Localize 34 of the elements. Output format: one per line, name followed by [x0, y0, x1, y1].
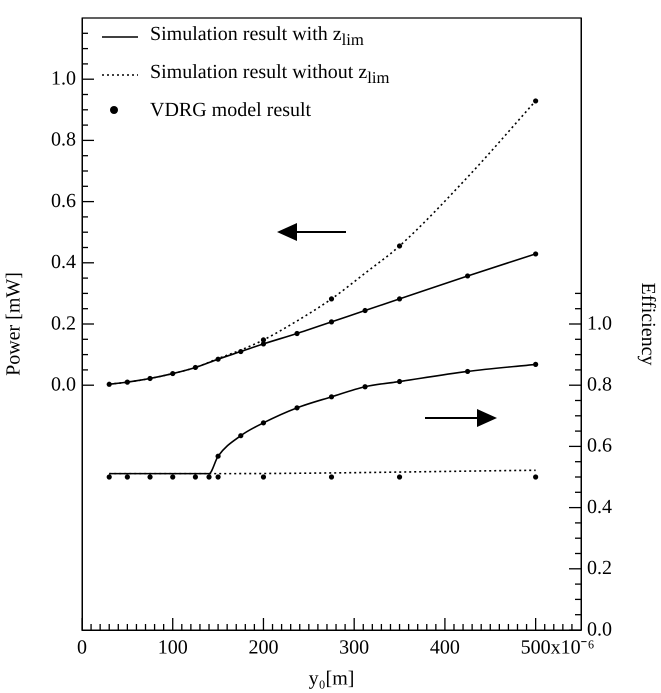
point — [106, 474, 112, 480]
y2-axis-title: Efficiency — [636, 282, 659, 366]
x-tick-label: 400 — [430, 636, 460, 658]
y2-tick-label: 0.2 — [587, 557, 612, 580]
point — [170, 474, 176, 480]
x-axis-title: y₀[m] — [308, 667, 354, 690]
x-tick-label: 100 — [158, 636, 188, 658]
legend-label: VDRG model result — [150, 98, 312, 123]
x-tick-label: 300 — [339, 636, 370, 658]
point — [192, 474, 198, 480]
point — [328, 474, 334, 480]
point — [215, 474, 221, 480]
y2-tick-label: 0.8 — [587, 373, 612, 396]
y2-tick-label: 1.0 — [587, 312, 612, 334]
point — [206, 474, 212, 480]
y-tick-label: 0.0 — [51, 373, 76, 396]
point — [533, 474, 538, 480]
y-tick-label: 0.2 — [51, 312, 76, 334]
y-tick-label: 0.8 — [51, 128, 76, 151]
point — [124, 474, 130, 480]
point — [147, 474, 153, 480]
y-tick-label: 1.0 — [51, 67, 76, 90]
x-tick-label: 500 — [520, 636, 551, 658]
y-axis-title: Power [mW] — [2, 272, 24, 376]
point — [396, 474, 402, 480]
y-tick-label: 0.6 — [51, 190, 76, 212]
y-tick-label: 0.4 — [51, 251, 76, 274]
x-tick-label: 200 — [248, 636, 278, 658]
y2-tick-label: 0.6 — [587, 434, 612, 457]
x-tick-label: 0 — [77, 636, 87, 658]
legend-label: Simulation result with z$_{lim}$ — [150, 22, 364, 51]
legend-label: Simulation result without z$_{lim}$ — [150, 60, 390, 89]
y2-tick-label: 0.4 — [587, 496, 612, 518]
point — [260, 474, 266, 480]
